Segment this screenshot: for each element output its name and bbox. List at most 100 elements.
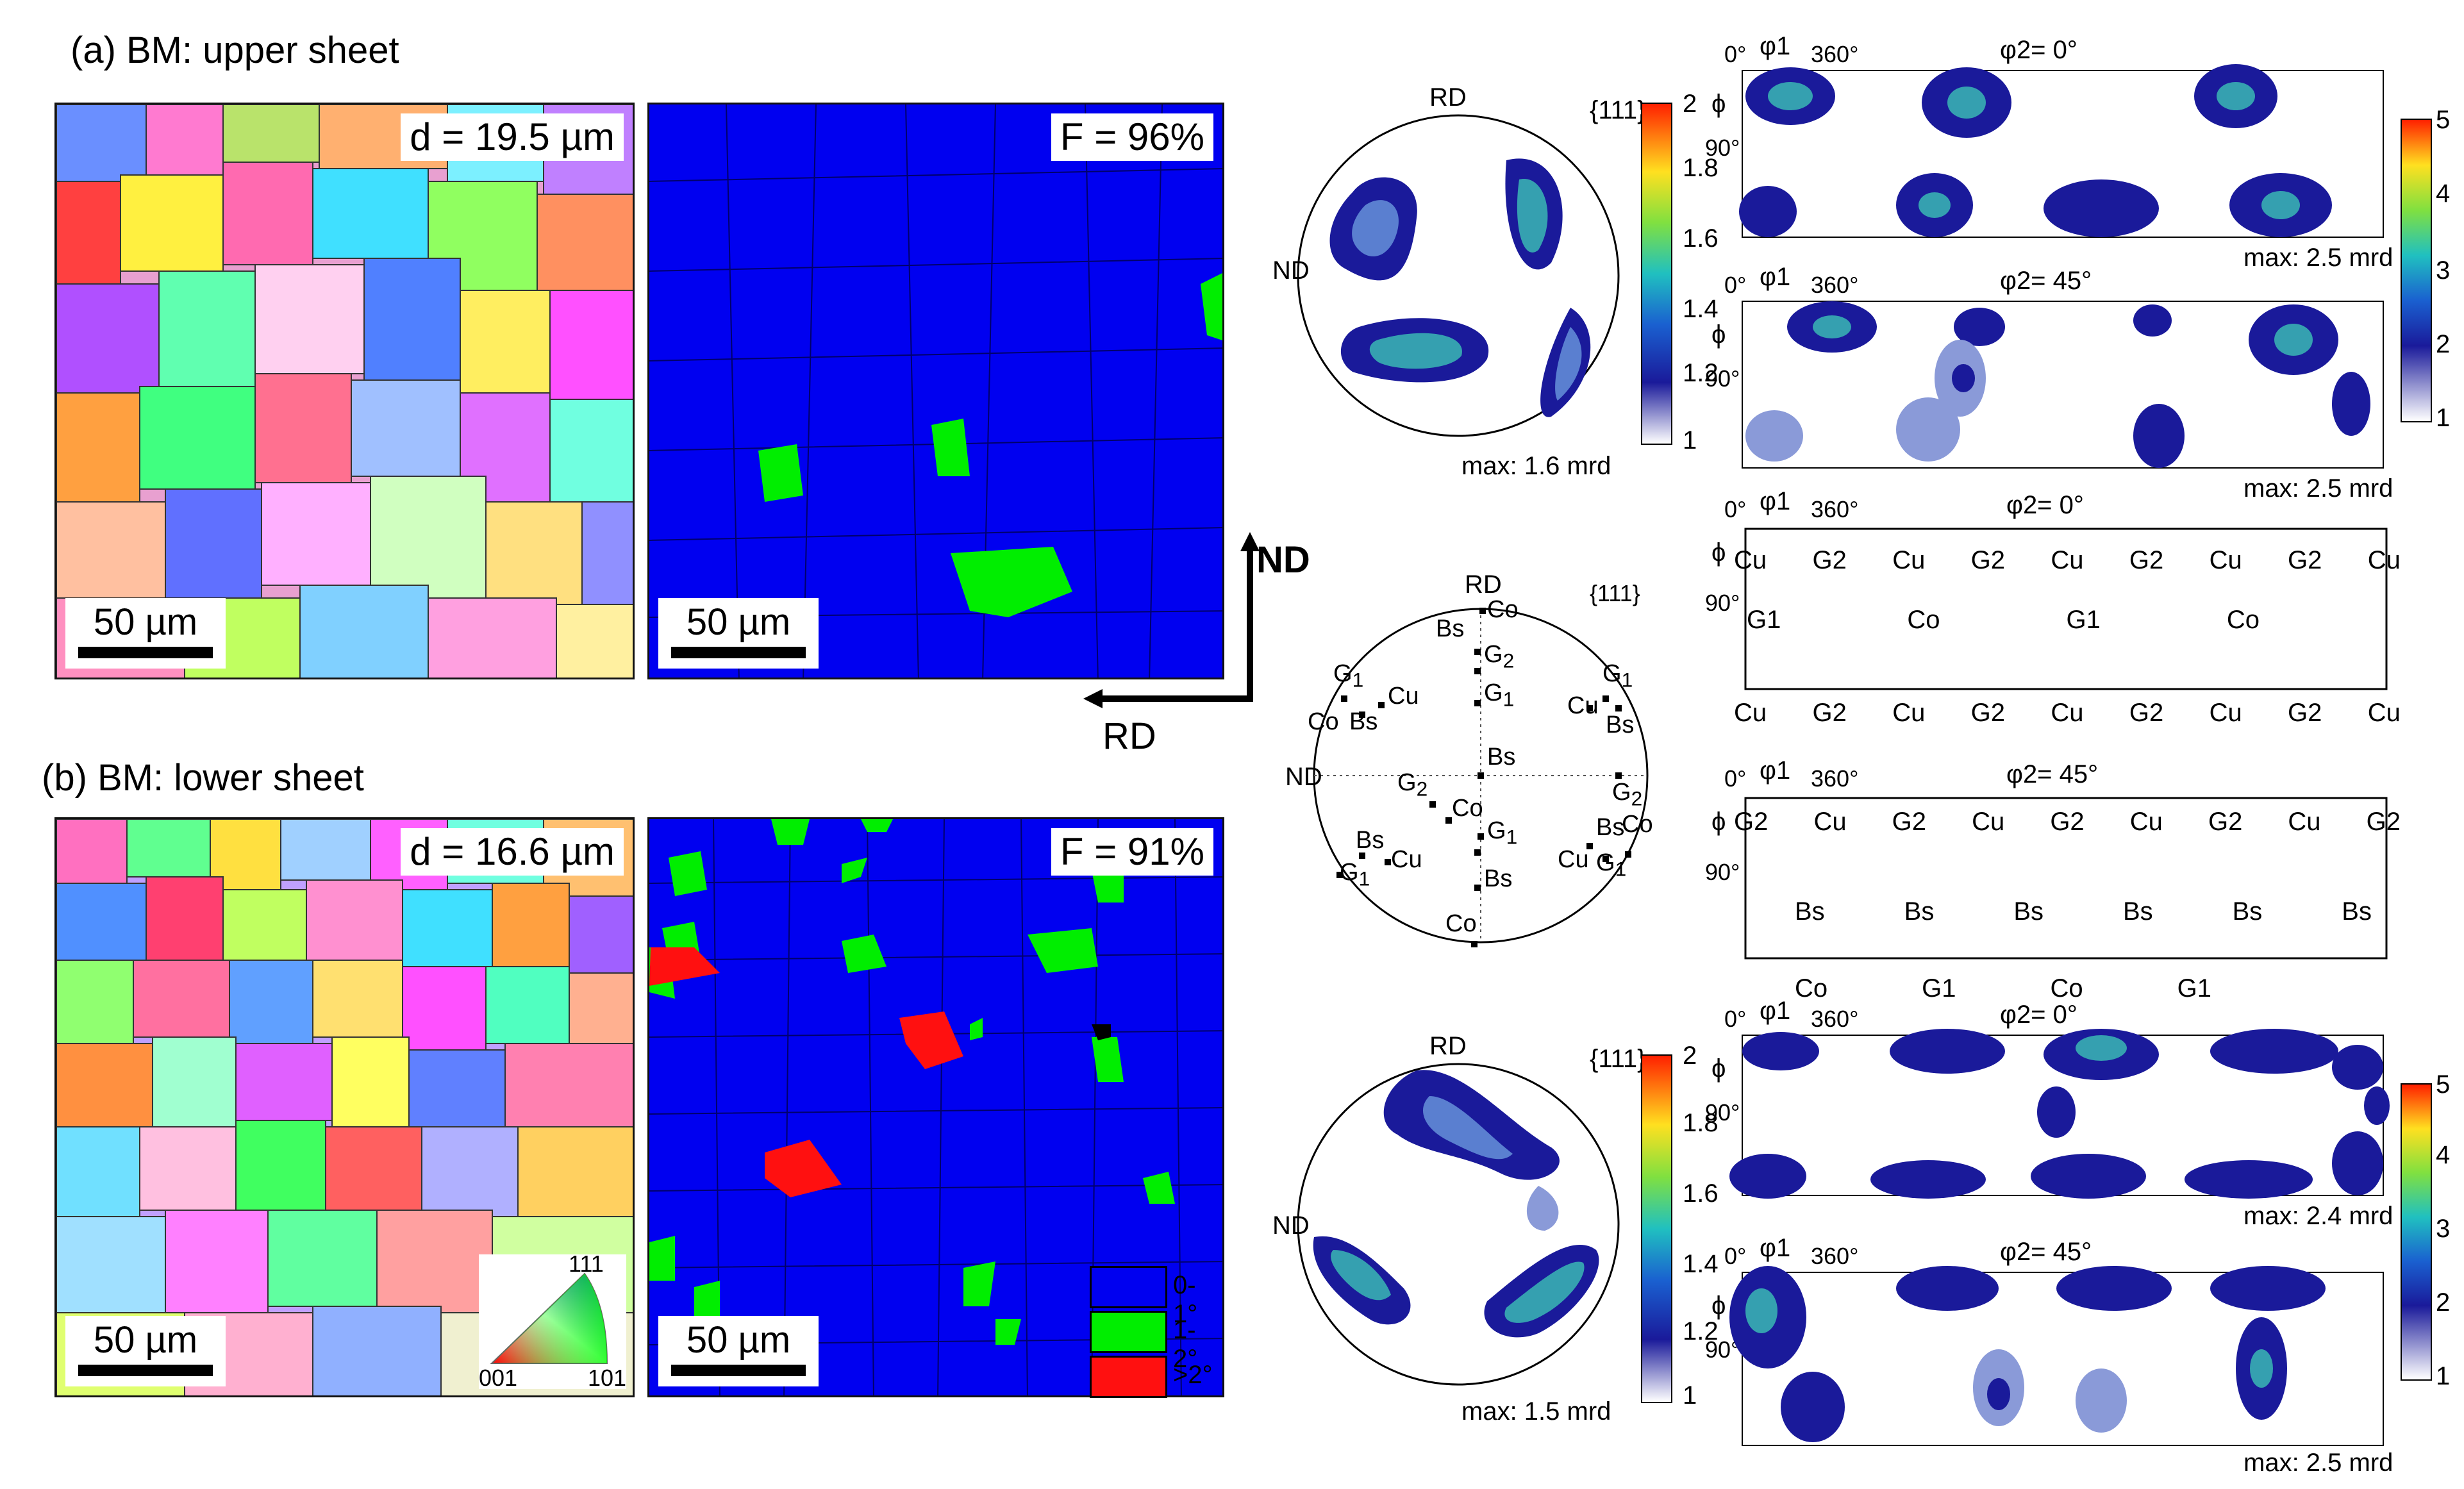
odf-marker: G2 bbox=[2208, 808, 2243, 836]
odf-start-label: 0° bbox=[1724, 272, 1747, 298]
odf-lower-phi2-45-plot bbox=[1729, 1266, 2384, 1446]
odf-max-label: max: 2.5 mrd bbox=[2243, 1449, 2393, 1477]
scale-bar-line bbox=[671, 1365, 806, 1376]
scale-bar-label: 50 µm bbox=[686, 601, 791, 643]
odf-start-label: 0° bbox=[1724, 765, 1747, 792]
odf-marker: Co bbox=[1907, 606, 1940, 634]
scale-bar-line bbox=[78, 647, 213, 658]
odf-phi-end-label: 90° bbox=[1705, 135, 1740, 161]
pole-figure-upper-circle bbox=[1297, 114, 1620, 437]
pf-lower-cb-tick-4: 1.2 bbox=[1683, 1317, 1719, 1345]
odf-marker: Cu bbox=[2367, 546, 2401, 574]
grain-size-label-upper: d = 19.5 µm bbox=[401, 113, 624, 161]
odf-upper-cb-tick-0: 5 bbox=[2436, 106, 2451, 134]
odf-end-label: 360° bbox=[1811, 41, 1859, 67]
odf-marker: Bs bbox=[1904, 897, 1935, 926]
pf-upper-cb-tick-3: 1.4 bbox=[1683, 295, 1719, 323]
odf-marker: Cu bbox=[1734, 546, 1767, 574]
ideal-odf-middle-row: Bs Bs Bs Bs Bs Bs bbox=[1795, 897, 2372, 926]
odf-marker: Cu bbox=[2129, 808, 2163, 836]
odf-marker: G2 bbox=[2129, 546, 2164, 574]
odf-marker: G2 bbox=[1970, 546, 2006, 574]
ipf-grains-upper bbox=[56, 104, 633, 678]
pf-lower-cb-tick-0: 2 bbox=[1683, 1042, 1697, 1070]
pf-lower-colorbar bbox=[1641, 1054, 1672, 1403]
scale-bar-lower-ipf: 50 µm bbox=[65, 1316, 226, 1386]
legend-swatch-blue bbox=[1090, 1266, 1167, 1308]
legend-swatch-green bbox=[1090, 1311, 1167, 1353]
rd-axis-label: RD bbox=[1103, 715, 1156, 757]
scale-bar-upper-ipf: 50 µm bbox=[65, 598, 226, 669]
scale-bar-label: 50 µm bbox=[686, 1319, 791, 1361]
odf-start-label: 0° bbox=[1724, 496, 1747, 522]
odf-upper-phi2-0: 0° φ1 360° φ2= 0° ϕ 90° max: 2.5 mrd bbox=[1705, 32, 2397, 272]
odf-start-label: 0° bbox=[1724, 41, 1747, 67]
odf-section-label: φ2= 0° bbox=[2006, 491, 2084, 519]
odf-lower-cb-tick-2: 3 bbox=[2436, 1215, 2451, 1243]
ipf-key-triangle bbox=[490, 1272, 608, 1364]
odf-marker: Cu bbox=[1892, 546, 1926, 574]
odf-upper-phi2-0-plot bbox=[1739, 64, 2384, 238]
odf-marker: Bs bbox=[2232, 897, 2263, 926]
odf-upper-colorbar bbox=[2401, 119, 2432, 422]
pole-figure-lower-circle bbox=[1297, 1063, 1620, 1386]
odf-marker: Bs bbox=[1795, 897, 1825, 926]
odf-end-label: 360° bbox=[1811, 765, 1859, 792]
ipf-key-top-label: 111 bbox=[569, 1251, 604, 1277]
odf-marker: G2 bbox=[1812, 546, 1847, 574]
odf-phi1-label: φ1 bbox=[1760, 1234, 1791, 1262]
ipf-grains-lower bbox=[56, 819, 633, 1395]
ideal-odf-phi2-45: 0° φ1 360° φ2= 45° ϕ 90° G2 Cu G2 Cu G2 … bbox=[1705, 756, 2401, 1019]
odf-marker: Cu bbox=[2209, 546, 2242, 574]
fraction-label-lower: F = 91% bbox=[1051, 828, 1213, 876]
odf-max-label: max: 2.5 mrd bbox=[2243, 244, 2393, 272]
odf-section-label: φ2= 45° bbox=[2000, 267, 2092, 295]
ideal-pf-plane-label: {111} bbox=[1590, 580, 1640, 606]
odf-phi-end-label: 90° bbox=[1705, 365, 1740, 392]
odf-marker: Co bbox=[2050, 974, 2083, 1002]
odf-marker: Cu bbox=[1813, 808, 1847, 836]
scale-bar-label: 50 µm bbox=[93, 601, 198, 643]
odf-marker: Cu bbox=[1892, 699, 1926, 727]
odf-phi-end-label: 90° bbox=[1705, 859, 1740, 885]
odf-lower-cb-tick-0: 5 bbox=[2436, 1070, 2451, 1099]
odf-upper-cb-tick-2: 3 bbox=[2436, 256, 2451, 285]
odf-marker: Co bbox=[2226, 606, 2260, 634]
odf-phi1-label: φ1 bbox=[1760, 32, 1791, 60]
pf-lower-max-label: max: 1.5 mrd bbox=[1461, 1397, 1611, 1426]
odf-marker: G2 bbox=[2288, 546, 2322, 574]
odf-marker: G1 bbox=[1747, 606, 1781, 634]
odf-upper-cb-tick-1: 4 bbox=[2436, 179, 2451, 208]
odf-phi-label: ϕ bbox=[1711, 90, 1726, 118]
odf-marker: G1 bbox=[2066, 606, 2101, 634]
odf-lower-cb-tick-4: 1 bbox=[2436, 1362, 2451, 1390]
odf-marker: Bs bbox=[2122, 897, 2153, 926]
ideal-pf-rd-label: RD bbox=[1465, 570, 1502, 599]
grain-size-label-lower: d = 16.6 µm bbox=[401, 828, 624, 876]
scale-bar-lower-kam: 50 µm bbox=[658, 1316, 819, 1386]
odf-phi-label: ϕ bbox=[1711, 538, 1726, 567]
odf-marker: Cu bbox=[1734, 699, 1767, 727]
pf-upper-nd-label: ND bbox=[1272, 256, 1310, 285]
kam-map-upper: F = 96% 50 µm bbox=[647, 103, 1224, 679]
ideal-odf-middle-row: G1 Co G1 Co bbox=[1747, 606, 2260, 635]
pf-lower-cb-tick-3: 1.4 bbox=[1683, 1250, 1719, 1278]
odf-marker: G2 bbox=[2288, 699, 2322, 727]
odf-marker: Cu bbox=[2367, 699, 2401, 727]
pf-lower-nd-label: ND bbox=[1272, 1211, 1310, 1240]
odf-marker: Bs bbox=[2342, 897, 2372, 926]
ideal-odf-bottom-row: Co G1 Co G1 bbox=[1795, 974, 2211, 1003]
pf-lower-plane-label: {111} bbox=[1590, 1045, 1646, 1073]
ideal-odf-phi2-0: 0° φ1 360° φ2= 0° ϕ 90° Cu G2 Cu G2 Cu G… bbox=[1705, 487, 2401, 750]
pole-figure-upper: RD {111} ND max: 1.6 mrd bbox=[1272, 83, 1647, 480]
odf-phi-label: ϕ bbox=[1711, 808, 1726, 836]
odf-end-label: 360° bbox=[1811, 496, 1859, 522]
odf-section-label: φ2= 45° bbox=[2000, 1238, 2092, 1266]
odf-marker: G2 bbox=[1970, 699, 2006, 727]
ideal-pf-nd-label: ND bbox=[1285, 763, 1322, 791]
ideal-pole-figure: RD {111} ND bbox=[1285, 570, 1660, 961]
odf-section-label: φ2= 0° bbox=[2000, 1001, 2077, 1029]
pf-upper-cb-tick-1: 1.8 bbox=[1683, 154, 1719, 182]
pf-upper-cb-tick-4: 1.2 bbox=[1683, 359, 1719, 387]
odf-marker: G2 bbox=[2366, 808, 2401, 836]
